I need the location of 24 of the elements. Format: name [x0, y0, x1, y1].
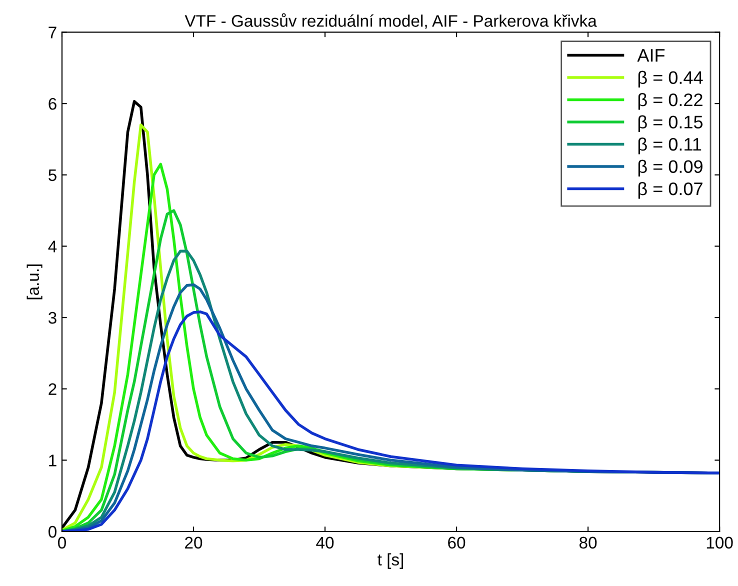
legend-label: β = 0.44: [638, 70, 703, 88]
x-tick-label: 100: [706, 536, 733, 549]
legend-label: AIF: [637, 49, 665, 62]
y-tick-label: 7: [48, 26, 56, 38]
y-axis-title: [a.u.]: [26, 264, 42, 300]
chart-title: VTF - Gaussův reziduální model, AIF - Parkerova křivka: [184, 13, 597, 29]
x-tick-label: 0: [58, 536, 66, 549]
legend-label: β = 0.15: [638, 115, 703, 132]
legend-label: β = 0.09: [638, 160, 702, 177]
x-tick-label: 40: [316, 536, 334, 549]
x-tick-label: 60: [448, 536, 466, 549]
y-tick-label: 0: [48, 526, 56, 538]
y-tick-label: 2: [48, 383, 56, 395]
y-tick-label: 3: [48, 312, 56, 324]
x-tick-label: 20: [185, 536, 202, 549]
x-axis-title: t [s]: [378, 553, 404, 569]
legend-label: β = 0.22: [638, 92, 702, 110]
y-tick-label: 5: [48, 169, 56, 182]
y-tick-label: 4: [48, 240, 57, 252]
legend-label: β = 0.11: [638, 137, 702, 154]
y-tick-label: 1: [49, 454, 56, 466]
y-tick-label: 6: [48, 98, 56, 110]
legend-label: β = 0.07: [638, 182, 702, 199]
x-tick-label: 80: [579, 536, 597, 549]
